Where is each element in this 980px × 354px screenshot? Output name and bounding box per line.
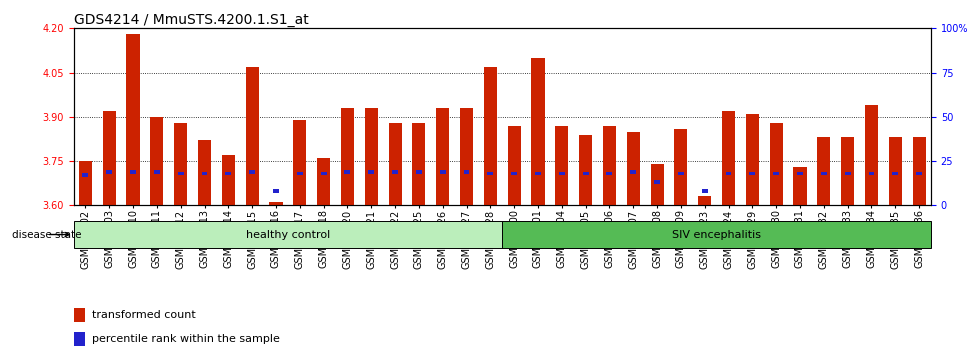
Bar bbox=[246, 67, 259, 205]
Bar bbox=[607, 171, 612, 175]
Bar bbox=[583, 171, 589, 175]
Bar bbox=[368, 170, 374, 173]
Bar bbox=[769, 123, 783, 205]
Bar bbox=[794, 167, 807, 205]
Bar bbox=[821, 171, 827, 175]
Bar bbox=[630, 170, 636, 173]
Bar bbox=[651, 164, 663, 205]
Bar bbox=[678, 171, 684, 175]
Bar bbox=[912, 137, 926, 205]
Bar bbox=[484, 67, 497, 205]
Bar bbox=[773, 171, 779, 175]
Bar bbox=[702, 189, 708, 193]
Bar bbox=[845, 171, 851, 175]
Bar bbox=[198, 141, 211, 205]
Bar bbox=[841, 137, 855, 205]
Bar bbox=[512, 171, 517, 175]
Bar bbox=[293, 120, 307, 205]
Bar bbox=[579, 135, 592, 205]
Bar bbox=[464, 170, 469, 173]
Bar bbox=[750, 171, 756, 175]
Bar bbox=[603, 126, 616, 205]
Bar bbox=[273, 189, 279, 193]
Bar bbox=[725, 171, 731, 175]
Bar bbox=[698, 196, 711, 205]
Bar bbox=[320, 171, 326, 175]
Bar bbox=[487, 171, 493, 175]
Bar bbox=[341, 108, 354, 205]
Text: percentile rank within the sample: percentile rank within the sample bbox=[91, 333, 279, 344]
Bar bbox=[202, 171, 208, 175]
Bar bbox=[74, 332, 84, 346]
Bar bbox=[297, 171, 303, 175]
Bar bbox=[388, 123, 402, 205]
Bar bbox=[868, 171, 874, 175]
Bar bbox=[177, 171, 183, 175]
Bar bbox=[345, 170, 351, 173]
Bar bbox=[78, 161, 92, 205]
Bar bbox=[817, 137, 830, 205]
Bar bbox=[365, 108, 378, 205]
Bar bbox=[889, 137, 902, 205]
Bar bbox=[436, 108, 449, 205]
Bar bbox=[249, 170, 255, 173]
Bar bbox=[654, 181, 660, 184]
Text: healthy control: healthy control bbox=[246, 229, 330, 240]
Bar bbox=[559, 171, 564, 175]
Bar bbox=[413, 123, 425, 205]
Bar bbox=[82, 173, 88, 177]
Bar bbox=[74, 221, 502, 248]
Text: transformed count: transformed count bbox=[91, 310, 195, 320]
Bar bbox=[106, 170, 112, 173]
Bar bbox=[797, 171, 803, 175]
Bar bbox=[626, 132, 640, 205]
Bar bbox=[502, 221, 931, 248]
Bar bbox=[556, 126, 568, 205]
Bar bbox=[508, 126, 520, 205]
Bar bbox=[392, 170, 398, 173]
Bar bbox=[535, 171, 541, 175]
Bar bbox=[440, 170, 446, 173]
Bar bbox=[154, 170, 160, 173]
Bar bbox=[674, 129, 687, 205]
Bar bbox=[746, 114, 759, 205]
Bar bbox=[865, 105, 878, 205]
Bar bbox=[174, 123, 187, 205]
Bar bbox=[722, 111, 735, 205]
Bar bbox=[103, 111, 116, 205]
Bar bbox=[126, 34, 139, 205]
Bar bbox=[916, 171, 922, 175]
Bar bbox=[130, 170, 136, 173]
Bar bbox=[531, 58, 545, 205]
Text: GDS4214 / MmuSTS.4200.1.S1_at: GDS4214 / MmuSTS.4200.1.S1_at bbox=[74, 13, 309, 27]
Bar bbox=[893, 171, 899, 175]
Bar bbox=[416, 170, 421, 173]
Bar bbox=[74, 308, 84, 322]
Bar bbox=[270, 202, 282, 205]
Bar bbox=[221, 155, 235, 205]
Bar bbox=[460, 108, 473, 205]
Text: disease state: disease state bbox=[12, 229, 81, 240]
Bar bbox=[318, 158, 330, 205]
Bar bbox=[225, 171, 231, 175]
Text: SIV encephalitis: SIV encephalitis bbox=[672, 229, 761, 240]
Bar bbox=[150, 117, 164, 205]
